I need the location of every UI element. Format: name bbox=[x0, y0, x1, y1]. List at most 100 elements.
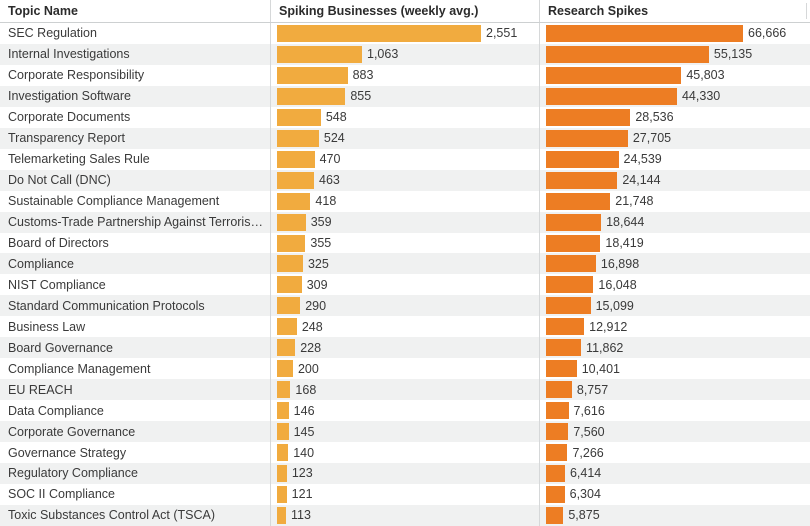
spiking-businesses-bar bbox=[277, 24, 481, 42]
topic-name: Internal Investigations bbox=[8, 47, 130, 62]
research-spikes-bar bbox=[546, 339, 582, 357]
research-spikes-bar bbox=[546, 192, 611, 210]
research-spikes-bar bbox=[546, 276, 594, 294]
research-spikes-value: 12,912 bbox=[589, 319, 628, 334]
research-spikes-cell: 7,616 bbox=[539, 400, 810, 422]
topic-name: Transparency Report bbox=[8, 131, 125, 146]
spiking-businesses-cell: 146 bbox=[270, 400, 539, 422]
topic-name: SOC II Compliance bbox=[8, 487, 115, 502]
table-row: Business Law 248 12,912 bbox=[0, 316, 810, 338]
spiking-businesses-bar bbox=[277, 423, 289, 441]
spiking-businesses-value: 113 bbox=[291, 508, 311, 523]
research-spikes-cell: 5,875 bbox=[539, 504, 810, 526]
research-spikes-value: 5,875 bbox=[568, 508, 600, 523]
spiking-businesses-value: 548 bbox=[325, 110, 347, 125]
research-spikes-bar bbox=[546, 255, 596, 273]
topic-name: EU REACH bbox=[8, 382, 73, 397]
spiking-businesses-cell: 418 bbox=[270, 190, 539, 212]
spiking-businesses-value: 228 bbox=[300, 340, 322, 355]
research-spikes-value: 11,862 bbox=[586, 340, 624, 355]
table-row: Compliance Management 200 10,401 bbox=[0, 358, 810, 380]
table-row: Internal Investigations 1,063 55,135 bbox=[0, 43, 810, 65]
research-spikes-value: 7,266 bbox=[572, 445, 604, 460]
topic-name: Investigation Software bbox=[8, 89, 131, 104]
spiking-businesses-value: 168 bbox=[295, 382, 317, 397]
table-row: Toxic Substances Control Act (TSCA) 113 5,… bbox=[0, 504, 810, 526]
spiking-businesses-cell: 2,551 bbox=[270, 23, 539, 44]
topic-name: SEC Regulation bbox=[8, 26, 97, 41]
research-spikes-bar bbox=[546, 297, 591, 315]
research-spikes-cell: 6,414 bbox=[539, 463, 810, 484]
spiking-businesses-bar bbox=[277, 213, 306, 231]
spiking-businesses-bar bbox=[277, 45, 362, 63]
research-spikes-value: 21,748 bbox=[615, 194, 654, 209]
spiking-businesses-cell: 121 bbox=[270, 483, 539, 505]
research-spikes-bar bbox=[546, 464, 565, 482]
topic-name: NIST Compliance bbox=[8, 277, 106, 292]
research-spikes-bar bbox=[546, 108, 631, 126]
spiking-businesses-cell: 248 bbox=[270, 316, 539, 338]
research-spikes-cell: 21,748 bbox=[539, 190, 810, 212]
research-spikes-cell: 55,135 bbox=[539, 43, 810, 65]
research-spikes-cell: 18,419 bbox=[539, 232, 810, 254]
spiking-businesses-cell: 1,063 bbox=[270, 43, 539, 65]
research-spikes-bar bbox=[546, 423, 569, 441]
spiking-businesses-cell: 200 bbox=[270, 358, 539, 380]
spiking-businesses-cell: 290 bbox=[270, 295, 539, 317]
research-spikes-value: 15,099 bbox=[595, 298, 634, 313]
spiking-businesses-value: 470 bbox=[319, 152, 341, 167]
spiking-businesses-bar bbox=[277, 297, 301, 315]
research-spikes-value: 16,048 bbox=[598, 277, 637, 292]
table-row: Board Governance 228 11,862 bbox=[0, 337, 810, 359]
topic-name: Standard Communication Protocols bbox=[8, 298, 205, 313]
research-spikes-bar bbox=[546, 87, 677, 105]
spiking-businesses-value: 855 bbox=[350, 89, 372, 104]
spiking-businesses-value: 140 bbox=[293, 445, 315, 460]
table-row: NIST Compliance 309 16,048 bbox=[0, 274, 810, 296]
table-row: Corporate Governance 145 7,560 bbox=[0, 421, 810, 443]
topic-name: Compliance bbox=[8, 256, 75, 271]
spiking-businesses-value: 290 bbox=[305, 298, 327, 313]
spiking-businesses-bar bbox=[277, 444, 289, 462]
research-spikes-cell: 6,304 bbox=[539, 483, 810, 505]
research-spikes-bar bbox=[546, 150, 619, 168]
research-spikes-cell: 16,048 bbox=[539, 274, 810, 296]
spiking-businesses-bar bbox=[277, 506, 287, 524]
spiking-businesses-bar bbox=[277, 150, 315, 168]
spiking-businesses-cell: 123 bbox=[270, 463, 539, 484]
spiking-businesses-value: 146 bbox=[293, 403, 315, 418]
research-spikes-value: 18,644 bbox=[606, 215, 645, 230]
spiking-businesses-cell: 470 bbox=[270, 148, 539, 170]
topic-name: Do Not Call (DNC) bbox=[8, 173, 111, 188]
spiking-businesses-value: 309 bbox=[306, 277, 328, 292]
column-header-research-spikes[interactable]: Research Spikes bbox=[539, 0, 810, 22]
topic-name: Business Law bbox=[8, 319, 86, 334]
column-header-spiking-businesses[interactable]: Spiking Businesses (weekly avg.) bbox=[270, 0, 539, 22]
research-spikes-bar bbox=[546, 444, 568, 462]
spiking-businesses-value: 1,063 bbox=[367, 47, 399, 62]
research-spikes-value: 45,803 bbox=[686, 68, 725, 83]
topic-name: Corporate Governance bbox=[8, 424, 136, 439]
spiking-businesses-value: 524 bbox=[323, 131, 345, 146]
research-spikes-cell: 16,898 bbox=[539, 253, 810, 275]
table-row: Sustainable Compliance Management 418 21,7… bbox=[0, 190, 810, 212]
topic-name: Telemarketing Sales Rule bbox=[8, 152, 150, 167]
research-spikes-cell: 15,099 bbox=[539, 295, 810, 317]
research-spikes-bar bbox=[546, 213, 602, 231]
research-spikes-value: 27,705 bbox=[632, 131, 672, 146]
spiking-businesses-value: 121 bbox=[291, 487, 313, 502]
research-spikes-value: 66,666 bbox=[748, 26, 787, 41]
topic-name: Governance Strategy bbox=[8, 445, 127, 460]
spiking-businesses-value: 418 bbox=[315, 194, 337, 209]
column-header-topic-name[interactable]: Topic Name bbox=[8, 4, 78, 18]
spiking-businesses-value: 355 bbox=[310, 236, 332, 250]
topic-name: Customs-Trade Partnership Against Terror… bbox=[8, 215, 263, 230]
research-spikes-value: 16,898 bbox=[600, 256, 640, 271]
research-spikes-cell: 28,536 bbox=[539, 106, 810, 128]
spiking-businesses-bar bbox=[277, 129, 319, 147]
spiking-businesses-bar bbox=[277, 318, 297, 336]
table-row: Governance Strategy 140 7,266 bbox=[0, 442, 810, 464]
research-spikes-bar bbox=[546, 506, 564, 524]
spiking-businesses-value: 123 bbox=[291, 466, 313, 481]
spiking-businesses-bar bbox=[277, 381, 291, 399]
